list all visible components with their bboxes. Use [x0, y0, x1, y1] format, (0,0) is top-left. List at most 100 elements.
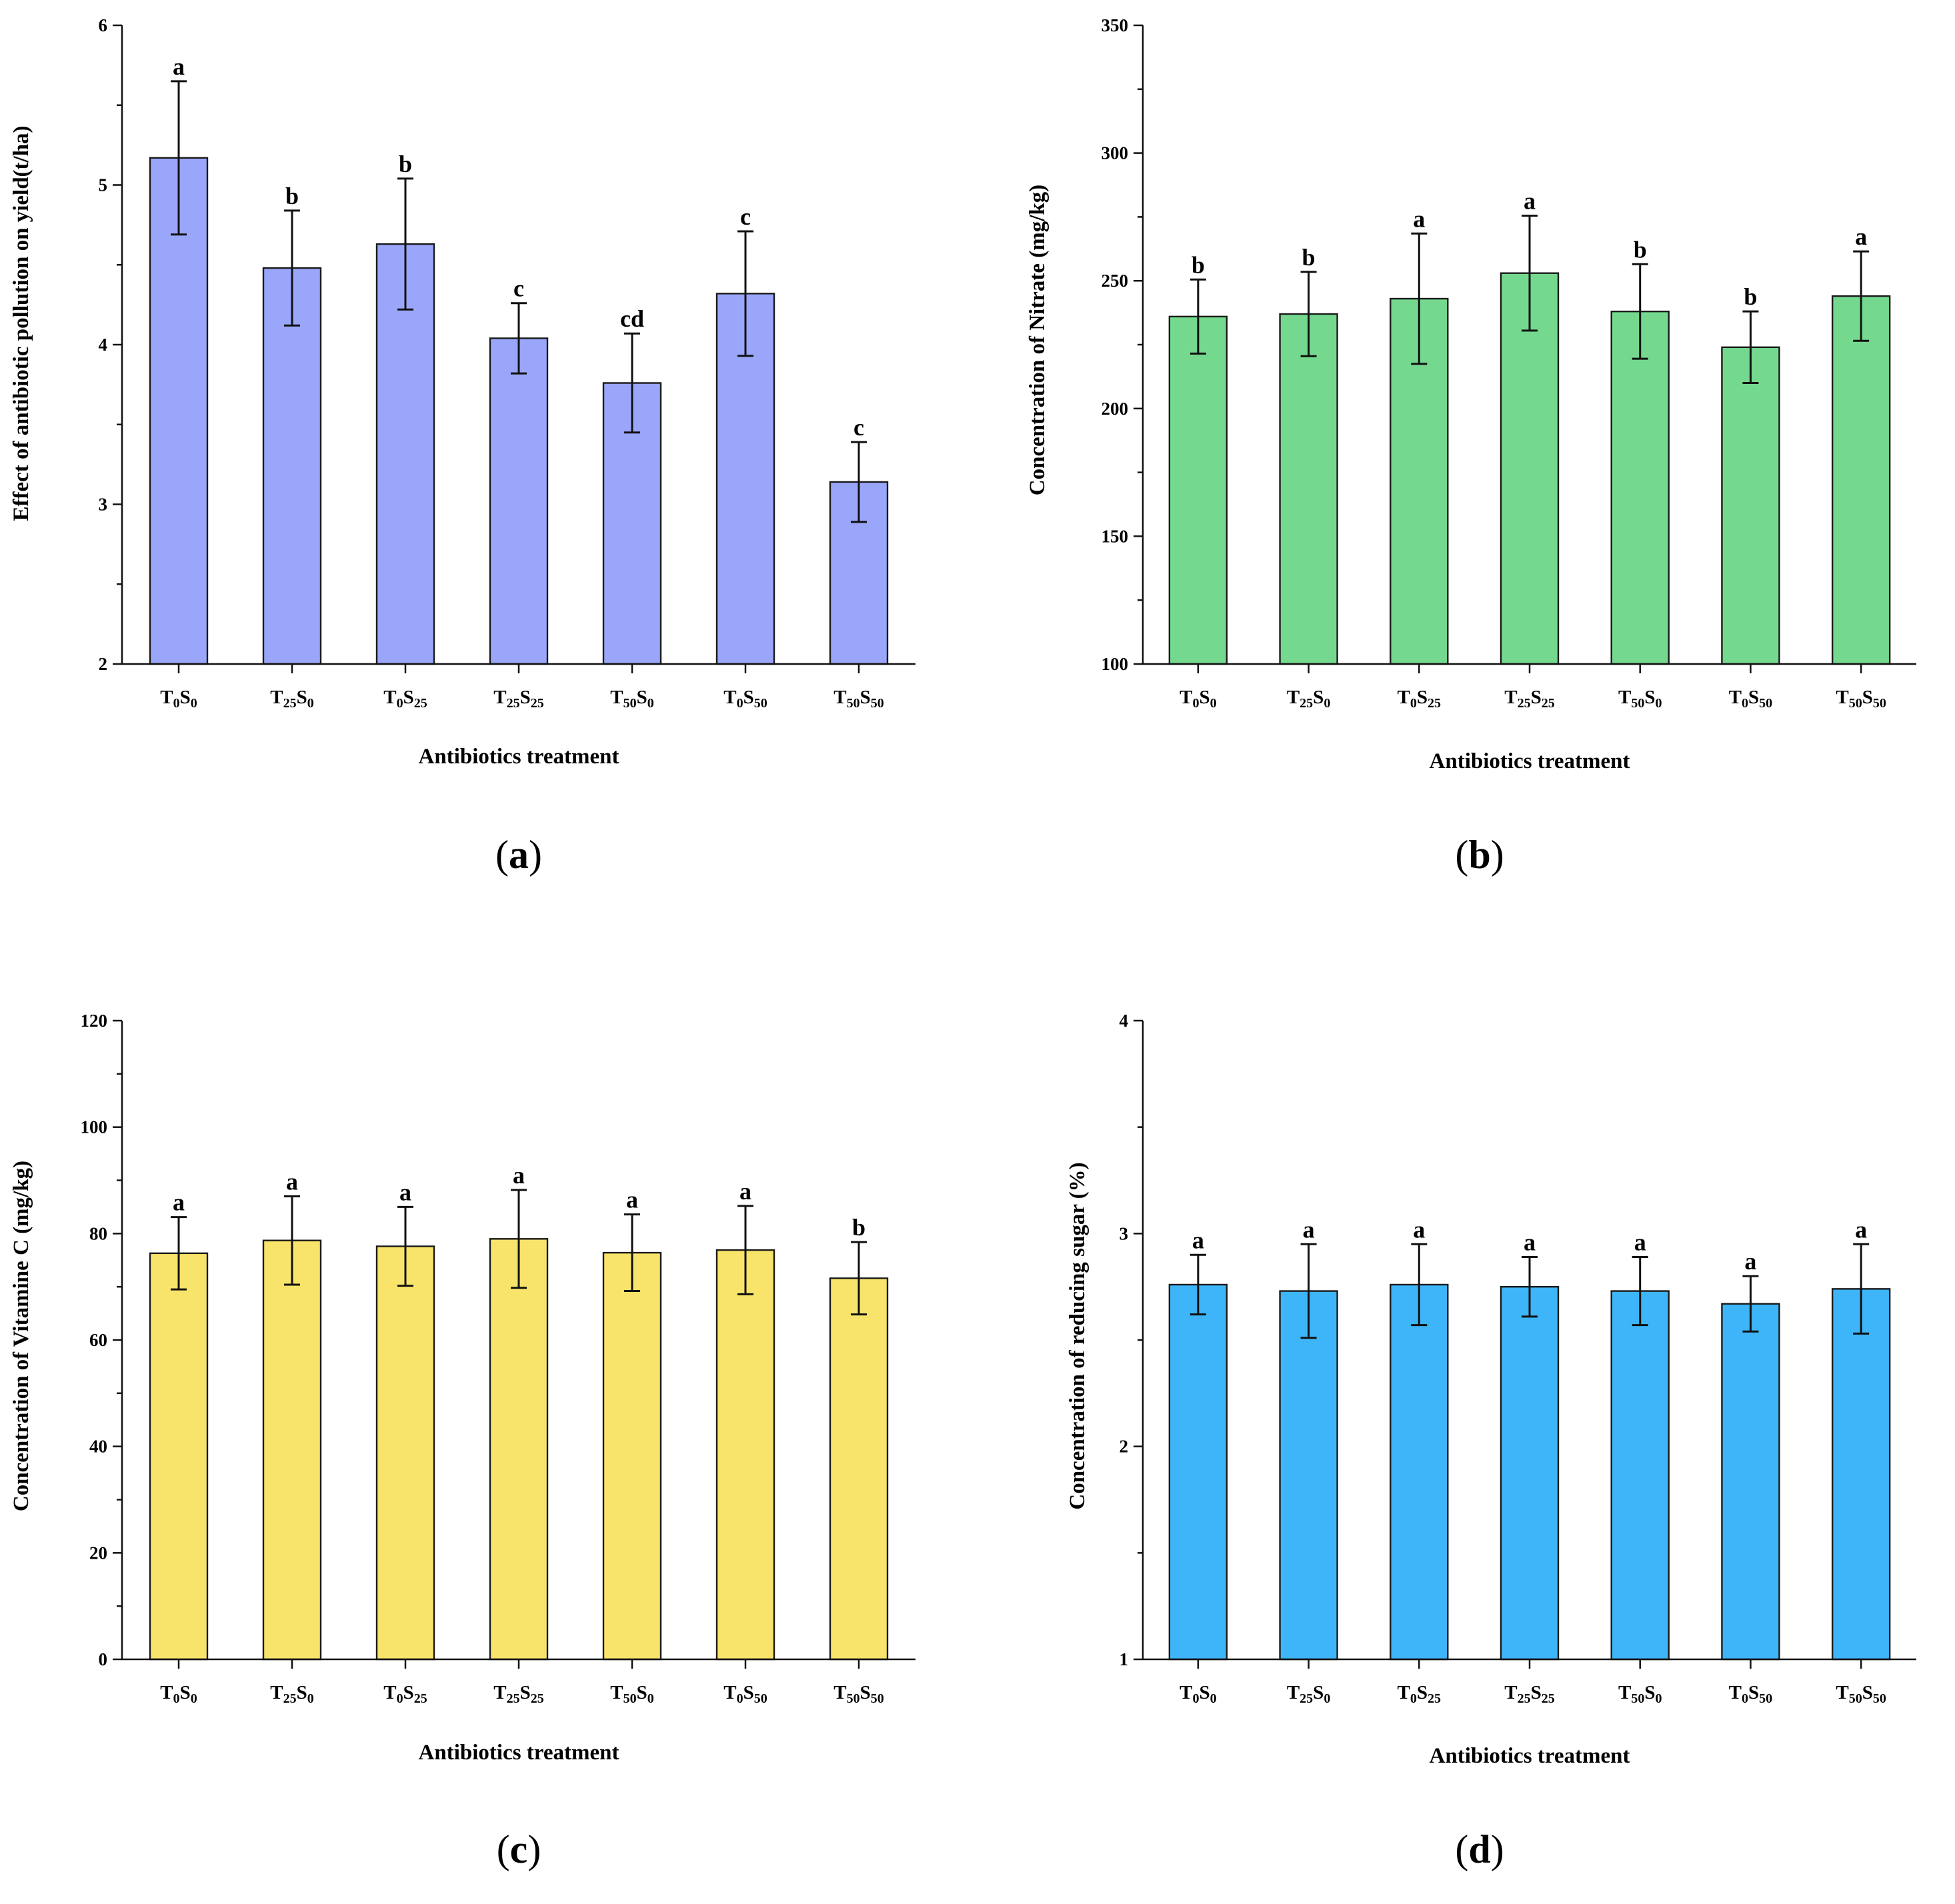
y-tick-label-2: 4	[99, 335, 108, 355]
panel-label: (a)	[495, 833, 542, 877]
bar-6	[829, 1277, 889, 1661]
error-bar-1	[1300, 1243, 1317, 1339]
category-label-3: T25S25	[493, 687, 543, 711]
bar-5	[1721, 1303, 1780, 1661]
y-tick-label-2: 3	[1120, 1223, 1129, 1243]
panel-label: (b)	[1455, 833, 1504, 877]
error-bar-0	[1190, 1253, 1206, 1316]
error-bar-1	[1300, 271, 1317, 357]
bar-6	[1831, 1288, 1891, 1661]
bar-5	[715, 293, 775, 665]
bar-5	[1721, 346, 1780, 665]
error-bar-5	[737, 1205, 753, 1295]
bar-6	[1831, 295, 1891, 665]
error-bar-4	[624, 1213, 640, 1293]
error-bar-1	[284, 1195, 300, 1286]
error-bar-0	[171, 80, 187, 236]
category-label-5: T0S50	[723, 1682, 767, 1706]
bar-2	[1390, 1283, 1449, 1661]
category-label-3: T25S25	[1504, 1682, 1554, 1706]
y-tick-label-0: 100	[1102, 654, 1129, 674]
significance-letter-3: a	[1524, 187, 1536, 214]
significance-letter-2: b	[399, 151, 412, 177]
significance-letter-6: c	[853, 414, 864, 441]
y-tick-label-5: 100	[81, 1117, 108, 1137]
bar-1	[262, 1239, 322, 1661]
significance-letter-6: b	[852, 1214, 865, 1241]
category-label-1: T25S0	[270, 1682, 313, 1706]
significance-letter-4: b	[1634, 236, 1647, 263]
category-label-5: T0S50	[1729, 1682, 1772, 1706]
error-bar-6	[851, 1241, 867, 1316]
error-bar-0	[1190, 278, 1206, 355]
significance-letter-0: a	[173, 53, 185, 80]
error-bar-5	[1742, 310, 1759, 384]
y-tick-label-4: 80	[89, 1223, 107, 1243]
error-bar-2	[1411, 232, 1428, 365]
error-bar-5	[1742, 1275, 1759, 1333]
significance-letter-5: a	[1744, 1248, 1756, 1275]
bar-2	[375, 243, 435, 665]
category-label-3: T25S25	[493, 1682, 543, 1706]
chart-panel-d: a T0S0 a T25S0 a T0S25 a T25S25 a T50S0 a T0S50 a T50…	[1066, 1011, 1916, 1871]
bar-1	[262, 267, 322, 665]
category-label-3: T25S25	[1504, 687, 1554, 711]
bar-1	[1279, 313, 1338, 665]
x-axis-title: Antibiotics treatment	[1430, 749, 1630, 773]
error-bar-6	[1853, 1243, 1870, 1335]
bar-3	[1500, 272, 1560, 665]
error-bar-0	[171, 1216, 187, 1291]
y-tick-label-2: 40	[89, 1437, 107, 1457]
y-tick-label-0: 0	[99, 1649, 108, 1669]
category-label-2: T0S25	[1398, 687, 1441, 711]
significance-letter-5: a	[739, 1178, 751, 1205]
y-tick-label-1: 150	[1102, 526, 1129, 546]
y-tick-label-3: 60	[89, 1330, 107, 1350]
significance-letter-4: a	[1634, 1229, 1646, 1255]
significance-letter-5: c	[740, 203, 751, 230]
panel-label: (c)	[497, 1827, 541, 1871]
error-bar-2	[1411, 1243, 1428, 1327]
bar-3	[489, 337, 549, 665]
significance-letter-1: b	[1302, 244, 1316, 271]
significance-letter-5: b	[1744, 283, 1757, 310]
significance-letter-1: a	[1303, 1216, 1315, 1243]
bar-1	[1279, 1290, 1338, 1661]
bar-0	[149, 157, 209, 665]
error-bar-4	[624, 332, 640, 434]
significance-letter-6: a	[1855, 1216, 1867, 1243]
y-tick-label-2: 200	[1102, 399, 1129, 419]
error-bar-4	[1632, 263, 1648, 360]
significance-letter-2: a	[399, 1179, 411, 1205]
chart-panel-a: a T0S0 b T25S0 b T0S25 c T25S25 cd T50S0 c T0S50 c T5…	[9, 15, 915, 877]
bar-2	[375, 1245, 435, 1661]
error-bar-3	[1522, 214, 1538, 332]
y-tick-label-4: 6	[99, 15, 108, 35]
bar-5	[715, 1249, 775, 1661]
y-tick-label-0: 2	[99, 654, 108, 674]
category-label-4: T50S0	[610, 687, 653, 711]
significance-letter-2: a	[1413, 1216, 1425, 1243]
significance-letter-6: a	[1855, 223, 1867, 250]
category-label-0: T0S0	[160, 1682, 197, 1706]
panel-label: (d)	[1455, 1827, 1504, 1871]
error-bar-3	[511, 302, 527, 375]
bar-3	[1500, 1285, 1560, 1661]
y-tick-label-4: 300	[1102, 143, 1129, 163]
y-tick-label-0: 1	[1120, 1649, 1129, 1669]
y-tick-label-1: 3	[99, 495, 108, 515]
category-label-1: T25S0	[270, 687, 313, 711]
category-label-5: T0S50	[723, 687, 767, 711]
significance-letter-0: a	[173, 1189, 185, 1216]
category-label-0: T0S0	[160, 687, 197, 711]
x-axis-title: Antibiotics treatment	[419, 745, 619, 769]
category-label-6: T50S50	[833, 1682, 883, 1706]
error-bar-6	[1853, 250, 1870, 342]
y-tick-label-3: 4	[1120, 1011, 1129, 1031]
y-axis-title: Concentration of Nitrate (mg/kg)	[1026, 185, 1050, 495]
category-label-0: T0S0	[1180, 687, 1216, 711]
chart-panel-c: a T0S0 a T25S0 a T0S25 a T25S25 a T50S0 a T0S50 b T50…	[9, 1011, 915, 1871]
significance-letter-4: a	[626, 1187, 638, 1213]
y-tick-label-5: 350	[1102, 15, 1129, 35]
category-label-0: T0S0	[1180, 1682, 1216, 1706]
